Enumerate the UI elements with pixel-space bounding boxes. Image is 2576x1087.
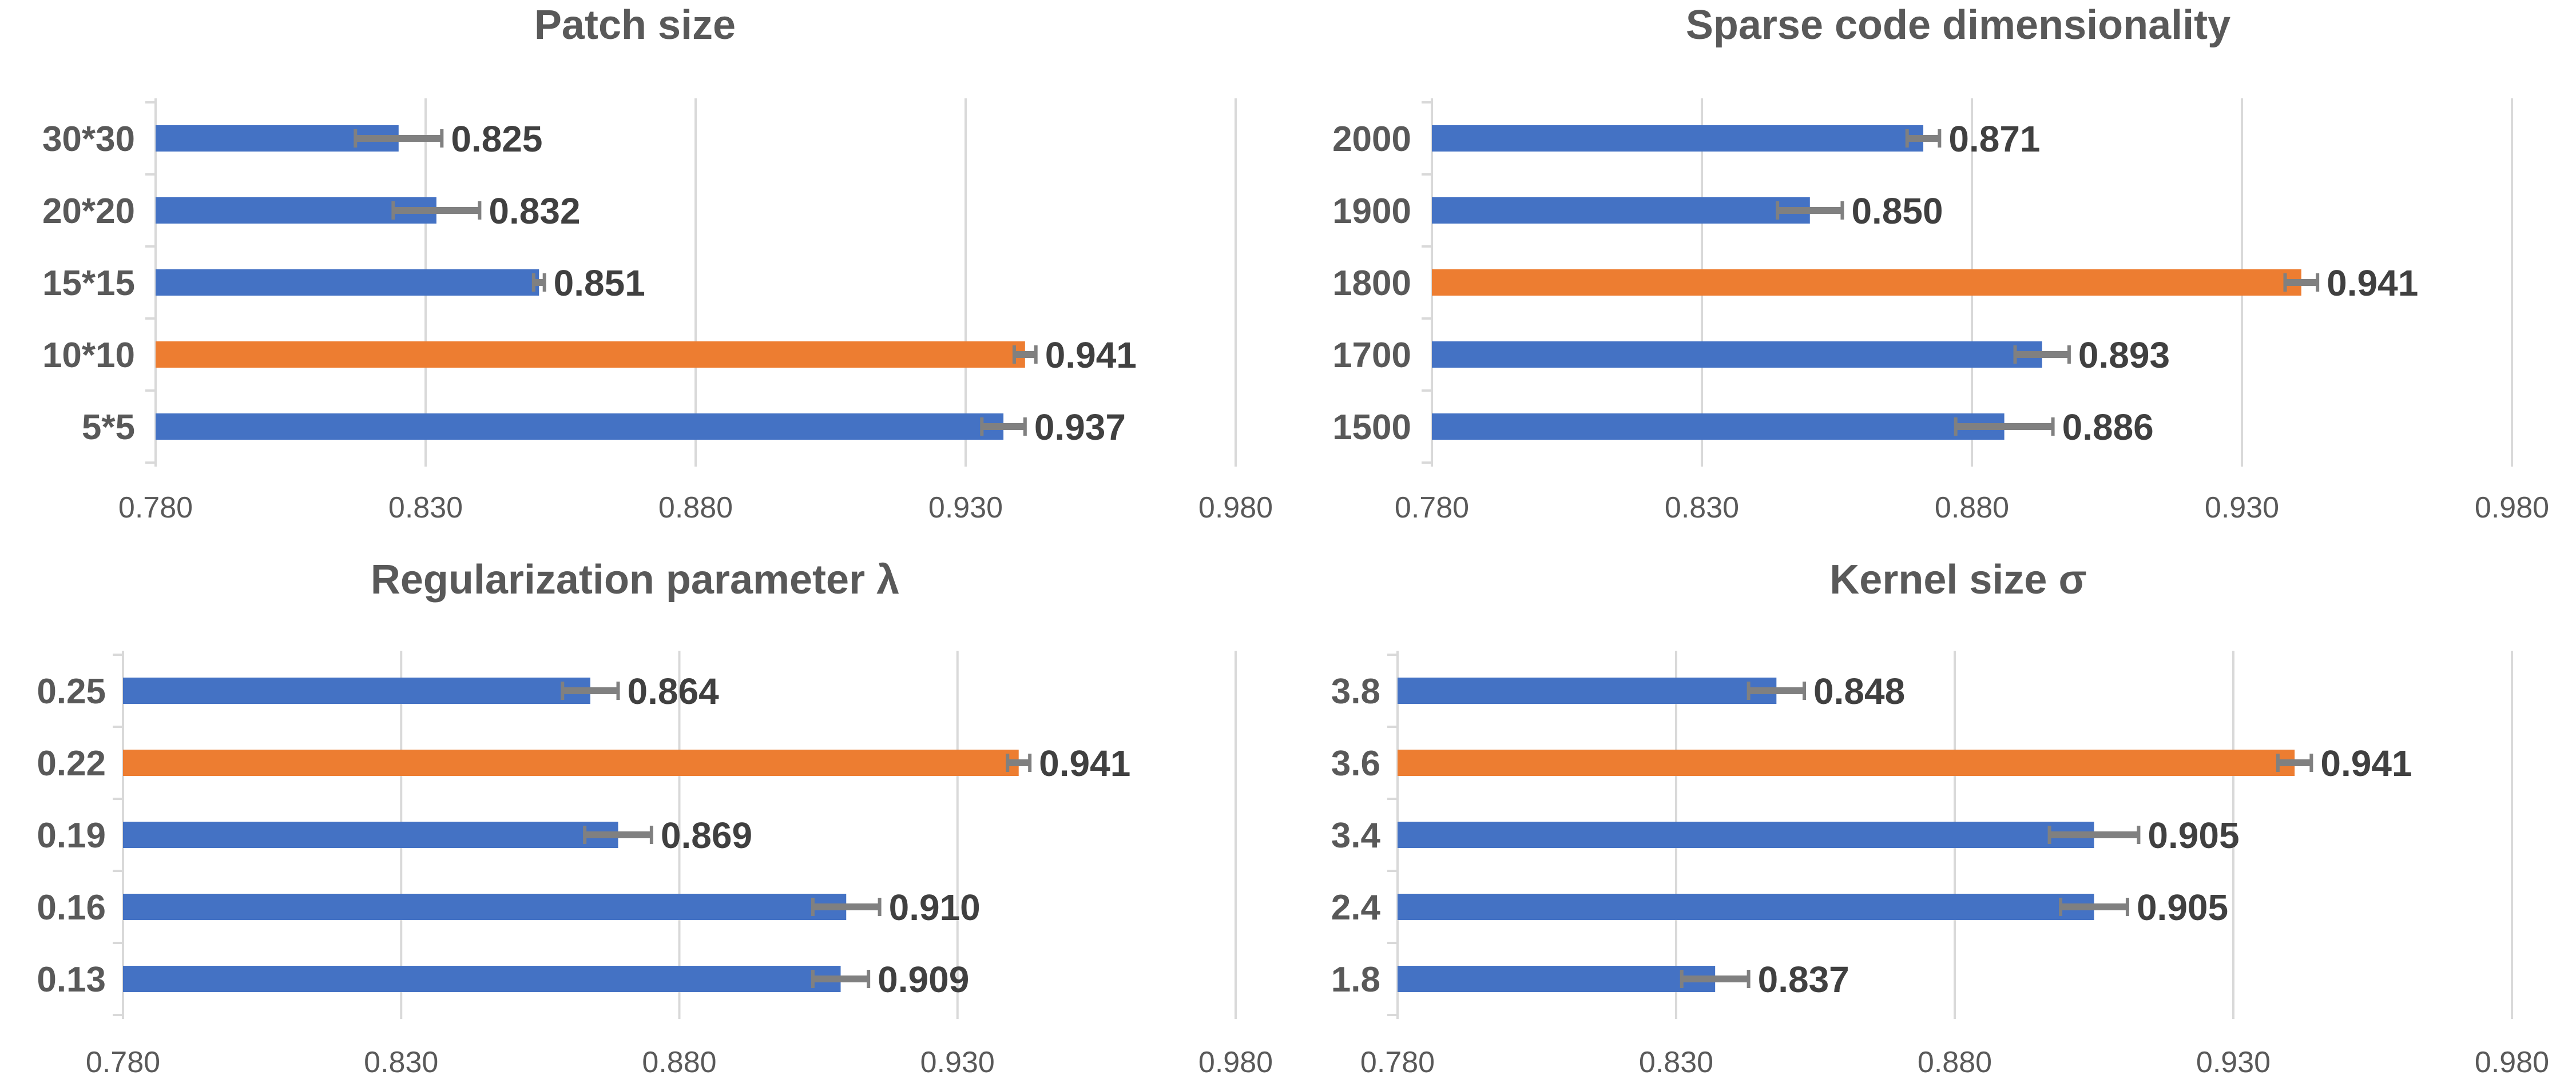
category-label: 1700 — [1332, 336, 1411, 375]
category-label: 0.25 — [37, 672, 106, 711]
category-label: 2000 — [1332, 120, 1411, 159]
x-tick-label: 0.880 — [642, 1046, 716, 1079]
chart-sparse-code-dimensionality: Sparse code dimensionality 0.780 0.830 0.88… — [1332, 2, 2549, 524]
chart-title: Sparse code dimensionality — [1686, 2, 2230, 48]
category-label: 15*15 — [42, 264, 135, 303]
data-label: 0.941 — [2320, 743, 2412, 784]
x-tick-label: 0.930 — [920, 1046, 995, 1079]
x-tick-label: 0.930 — [928, 491, 1003, 524]
bar — [156, 269, 539, 296]
x-tick-label: 0.830 — [364, 1046, 438, 1079]
data-label: 0.832 — [489, 190, 580, 232]
bar — [1398, 678, 1777, 704]
bar — [1432, 125, 1924, 152]
data-label: 0.910 — [889, 887, 981, 928]
category-label: 0.16 — [37, 888, 106, 927]
x-tick-label: 0.880 — [658, 491, 733, 524]
category-label: 5*5 — [82, 408, 135, 447]
x-tick-label: 0.880 — [1918, 1046, 1992, 1079]
category-label: 1900 — [1332, 192, 1411, 231]
bar — [1432, 413, 2005, 440]
data-label: 0.905 — [2137, 887, 2228, 928]
bar — [1398, 750, 2295, 776]
bar — [1432, 269, 2301, 296]
category-label: 1800 — [1332, 264, 1411, 303]
category-label: 3.6 — [1331, 744, 1380, 783]
bar — [123, 750, 1019, 776]
bar — [123, 894, 847, 920]
data-label: 0.886 — [2062, 407, 2154, 448]
x-tick-label: 0.980 — [1198, 491, 1273, 524]
bar — [156, 413, 1004, 440]
x-tick-label: 0.780 — [1360, 1046, 1435, 1079]
bar — [123, 966, 841, 992]
category-label: 0.19 — [37, 816, 106, 855]
x-tick-label: 0.980 — [1198, 1046, 1273, 1079]
x-tick-label: 0.980 — [2475, 1046, 2549, 1079]
chart-kernel-size: Kernel size σ 0.780 0.830 0.880 0.930 0.980 3.… — [1331, 557, 2549, 1079]
x-tick-label: 0.830 — [1639, 1046, 1713, 1079]
chart-patch-size: Patch size 0.780 0.830 0.880 0.930 0.980 30*30… — [42, 2, 1273, 524]
category-label: 1500 — [1332, 408, 1411, 447]
data-label: 0.941 — [2327, 262, 2418, 304]
chart-title: Patch size — [534, 2, 736, 48]
data-label: 0.941 — [1045, 335, 1137, 376]
chart-title: Kernel size σ — [1829, 557, 2086, 603]
x-tick-label: 0.880 — [1935, 491, 2009, 524]
category-label: 20*20 — [42, 192, 135, 231]
category-label: 3.4 — [1331, 816, 1381, 855]
data-label: 0.941 — [1039, 743, 1130, 784]
data-label: 0.848 — [1813, 671, 1905, 712]
chart-regularization-parameter: Regularization parameter λ 0.780 0.830 0.88… — [37, 557, 1273, 1079]
data-label: 0.871 — [1948, 118, 2040, 160]
category-label: 2.4 — [1331, 888, 1381, 927]
x-tick-label: 0.930 — [2205, 491, 2279, 524]
bar — [1432, 341, 2042, 368]
x-tick-label: 0.980 — [2475, 491, 2549, 524]
data-label: 0.909 — [878, 959, 969, 1000]
x-tick-label: 0.830 — [388, 491, 463, 524]
bar — [1398, 966, 1716, 992]
data-label: 0.825 — [451, 118, 542, 160]
x-tick-label: 0.830 — [1665, 491, 1739, 524]
data-label: 0.937 — [1034, 407, 1126, 448]
category-label: 30*30 — [42, 120, 135, 159]
x-tick-label: 0.780 — [118, 491, 193, 524]
data-label: 0.893 — [2078, 335, 2170, 376]
data-label: 0.851 — [554, 262, 645, 304]
category-label: 3.8 — [1331, 672, 1380, 711]
bar — [1398, 894, 2094, 920]
bar — [123, 678, 590, 704]
data-label: 0.837 — [1758, 959, 1849, 1000]
category-label: 1.8 — [1331, 960, 1380, 1000]
bar — [1432, 197, 1810, 224]
bar — [123, 822, 618, 848]
category-label: 10*10 — [42, 336, 135, 375]
data-label: 0.850 — [1851, 190, 1943, 232]
data-label: 0.905 — [2148, 815, 2239, 856]
chart-title: Regularization parameter λ — [371, 557, 899, 603]
bar — [156, 341, 1025, 368]
x-tick-label: 0.780 — [86, 1046, 160, 1079]
bar — [156, 197, 436, 224]
category-label: 0.22 — [37, 744, 106, 783]
x-tick-label: 0.780 — [1395, 491, 1469, 524]
x-tick-label: 0.930 — [2196, 1046, 2271, 1079]
bar — [1398, 822, 2094, 848]
data-label: 0.864 — [628, 671, 720, 712]
data-label: 0.869 — [661, 815, 752, 856]
category-label: 0.13 — [37, 960, 106, 1000]
